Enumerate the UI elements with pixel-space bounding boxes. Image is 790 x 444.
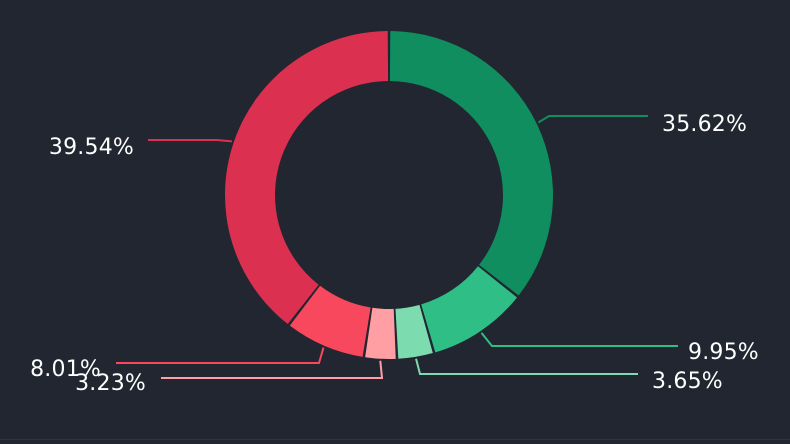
labels-group: 35.62% 9.95% 3.65% 3.23%8.01% 39.54% [30,112,759,396]
slice-label-4: 8.01% [30,357,101,382]
slice-label-2: 3.65% [652,369,723,394]
leader-line-1 [480,332,678,347]
slice-label-0: 35.62% [662,112,747,137]
slices-group [225,31,553,359]
leader-line-5 [148,139,232,143]
slice-1[interactable] [421,266,518,353]
slice-4[interactable] [289,285,371,357]
leader-lines-group [116,115,678,379]
slice-label-3: 3.23% [75,371,146,396]
slice-3[interactable] [365,307,396,359]
leader-line-0 [537,115,648,124]
slice-5[interactable] [225,31,389,325]
leader-line-4 [116,347,325,364]
slice-0[interactable] [389,31,553,296]
slice-2[interactable] [395,304,433,359]
slice-label-1: 9.95% [688,340,759,365]
leader-line-3 [161,360,384,379]
leader-line-2 [415,358,638,375]
bottom-divider [0,439,790,440]
slice-label-5: 39.54% [49,135,134,160]
